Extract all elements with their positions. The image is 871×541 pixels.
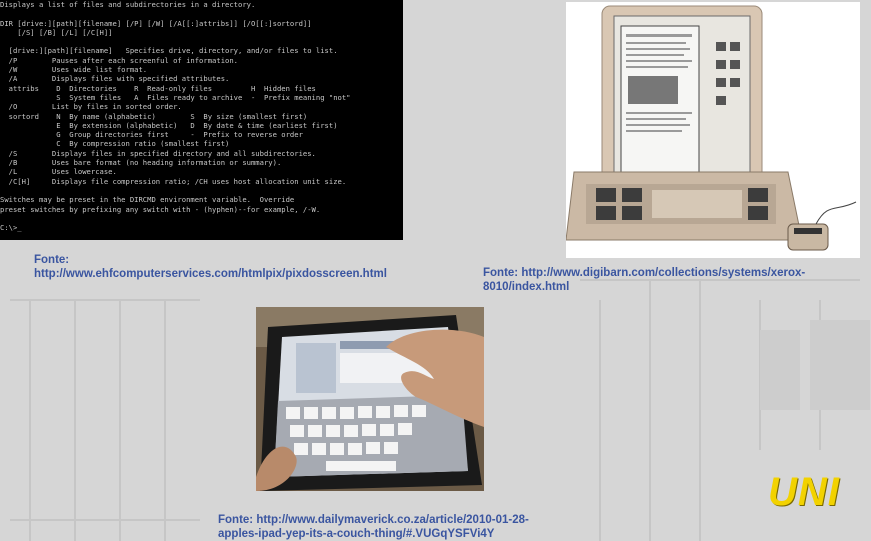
terminal-line (0, 214, 403, 223)
xerox-caption: Fonte: http://www.digibarn.com/collectio… (483, 266, 869, 294)
terminal-line: /L Uses lowercase. (0, 167, 117, 177)
terminal-line: G Group directories first - Prefix to re… (0, 130, 303, 140)
terminal-line (0, 9, 403, 18)
xerox-8010-photo (566, 2, 860, 258)
uni-logo: UNI (768, 470, 840, 514)
terminal-line: attribs D Directories R Read-only files … (0, 83, 316, 93)
terminal-line (0, 37, 403, 46)
terminal-line: [drive:][path][filename] Specifies drive… (0, 46, 338, 56)
terminal-line: /W Uses wide list format. (0, 65, 148, 75)
ipad-caption-line1[interactable]: Fonte: http://www.dailymaverick.co.za/ar… (218, 514, 529, 526)
dos-caption-url[interactable]: http://www.ehfcomputerservices.com/htmlp… (34, 268, 387, 280)
terminal-line: Displays a list of files and subdirector… (0, 0, 256, 9)
ipad-photo (256, 307, 484, 491)
terminal-line: /P Pauses after each screenful of inform… (0, 55, 238, 65)
ipad-typing-illustration (256, 307, 484, 491)
terminal-line: /B Uses bare format (no heading informat… (0, 158, 282, 168)
terminal-line: C:\>_ (0, 223, 22, 233)
dos-caption: Fonte: http://www.ehfcomputerservices.co… (34, 253, 387, 281)
terminal-line: preset switches by prefixing any switch … (0, 204, 321, 214)
terminal-line: S System files A Files ready to archive … (0, 92, 351, 102)
terminal-line: [/S] [/B] [/L] [/C[H]] (0, 27, 113, 37)
terminal-line: /O List by files in sorted order. (0, 102, 182, 112)
terminal-line: /S Displays files in specified directory… (0, 148, 316, 158)
terminal-line: sortord N By name (alphabetic) S By size… (0, 111, 308, 121)
terminal-line: Switches may be preset in the DIRCMD env… (0, 195, 295, 205)
terminal-line: /A Displays files with specified attribu… (0, 74, 230, 84)
terminal-line: C By compression ratio (smallest first) (0, 139, 230, 149)
ipad-caption-line2[interactable]: apples-ipad-yep-its-a-couch-thing/#.VUGq… (218, 528, 495, 540)
terminal-line: /C[H] Displays file compression ratio; /… (0, 176, 347, 186)
terminal-line: E By extension (alphabetic) D By date & … (0, 120, 338, 130)
dos-terminal-screenshot: Displays a list of files and subdirector… (0, 0, 403, 240)
xerox-computer-illustration (566, 2, 860, 258)
xerox-caption-line1[interactable]: Fonte: http://www.digibarn.com/collectio… (483, 267, 806, 279)
terminal-line: DIR [drive:][path][filename] [/P] [/W] [… (0, 18, 312, 28)
ipad-caption: Fonte: http://www.dailymaverick.co.za/ar… (218, 513, 529, 541)
terminal-line (0, 186, 403, 195)
dos-caption-label: Fonte: (34, 254, 70, 266)
xerox-caption-line2[interactable]: 8010/index.html (483, 281, 570, 293)
